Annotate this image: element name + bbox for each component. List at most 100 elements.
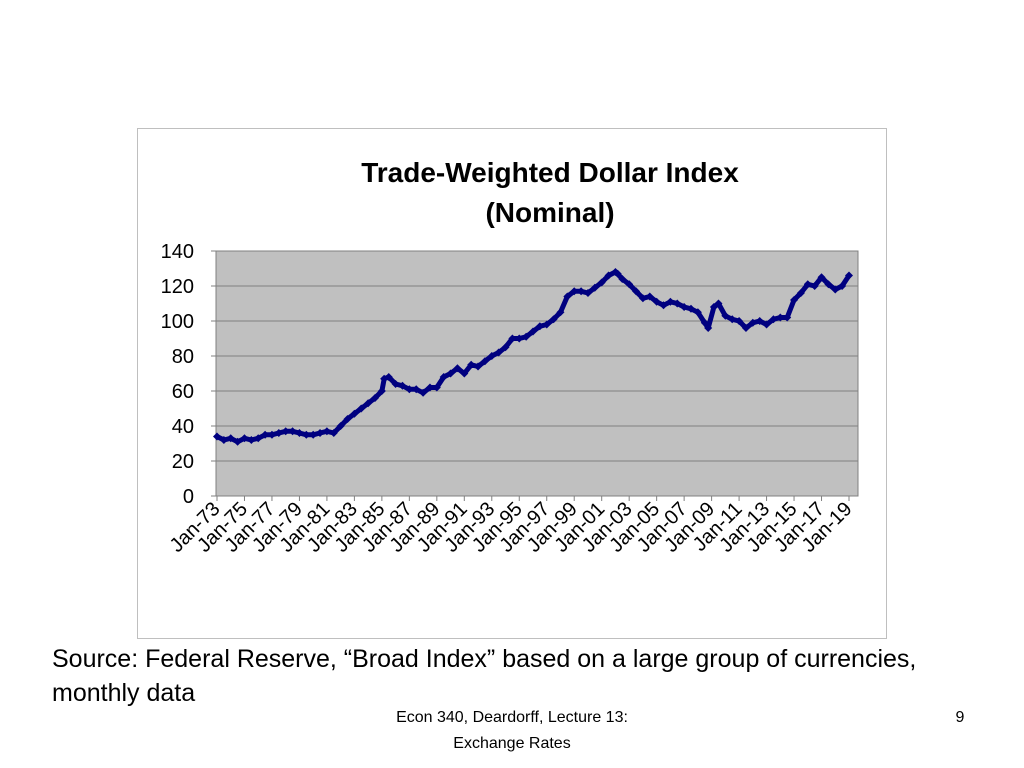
gridlines xyxy=(216,285,858,462)
data-point xyxy=(625,280,634,289)
data-point xyxy=(645,292,654,301)
data-point xyxy=(810,282,819,290)
data-point xyxy=(357,404,366,413)
data-point xyxy=(240,434,249,443)
y-tick-label: 100 xyxy=(161,311,194,333)
y-tick-label: 140 xyxy=(161,241,194,263)
data-point xyxy=(295,429,304,437)
data-point xyxy=(233,437,242,446)
data-point xyxy=(425,383,434,392)
x-axis: Jan-73Jan-75Jan-77Jan-79Jan-81Jan-83Jan-… xyxy=(166,495,858,557)
data-point xyxy=(796,289,805,297)
data-point xyxy=(515,334,524,343)
data-point xyxy=(522,332,531,341)
data-point xyxy=(343,415,352,423)
data-point xyxy=(755,317,764,325)
data-point xyxy=(563,292,572,301)
data-point xyxy=(480,357,489,366)
data-point xyxy=(714,299,723,308)
data-point xyxy=(838,282,847,290)
data-point xyxy=(439,373,448,381)
data-point xyxy=(659,301,668,310)
data-point xyxy=(412,385,421,394)
data-point xyxy=(274,429,283,437)
data-point xyxy=(577,287,586,296)
footer-line-1: Econ 340, Deardorff, Lecture 13: xyxy=(396,709,628,726)
data-point xyxy=(549,315,558,324)
data-point xyxy=(391,380,400,388)
data-point xyxy=(632,287,641,296)
data-point xyxy=(590,283,599,292)
series-layer xyxy=(213,268,853,446)
data-point xyxy=(687,304,695,313)
data-point xyxy=(831,285,840,294)
data-point xyxy=(377,387,386,395)
data-point xyxy=(666,297,675,306)
data-point xyxy=(316,429,325,437)
data-point xyxy=(556,308,565,317)
data-point xyxy=(474,362,483,371)
data-point xyxy=(604,271,613,280)
data-point xyxy=(508,334,517,343)
data-point xyxy=(762,320,771,329)
data-point xyxy=(494,348,503,357)
data-point xyxy=(803,280,812,289)
data-point xyxy=(769,315,778,324)
footer-line-2: Exchange Rates xyxy=(453,735,571,752)
data-point xyxy=(261,430,270,439)
footer-text: Econ 340, Deardorff, Lecture 13: Exchang… xyxy=(362,705,662,757)
data-point xyxy=(709,303,718,311)
data-point xyxy=(618,275,627,283)
data-point xyxy=(529,327,537,336)
data-point xyxy=(364,399,373,408)
data-point xyxy=(748,318,757,327)
data-point xyxy=(219,436,228,444)
data-point xyxy=(288,427,297,436)
data-point xyxy=(501,343,510,352)
data-point xyxy=(467,360,476,369)
data-point xyxy=(693,308,702,317)
data-point xyxy=(322,427,331,436)
data-point xyxy=(673,299,682,308)
data-point xyxy=(432,383,441,392)
data-point xyxy=(728,315,737,324)
data-point xyxy=(419,388,428,397)
data-point xyxy=(446,369,455,378)
y-tick-label: 80 xyxy=(172,346,194,368)
data-point xyxy=(309,430,318,439)
data-point xyxy=(535,322,544,331)
data-point xyxy=(570,287,579,296)
data-point xyxy=(226,434,235,443)
data-point xyxy=(281,427,290,436)
chart-title: Trade-Weighted Dollar Index xyxy=(361,157,739,188)
data-point xyxy=(652,297,661,306)
data-point xyxy=(790,296,799,304)
data-point xyxy=(638,294,647,303)
data-point xyxy=(741,324,750,332)
data-point xyxy=(398,381,407,390)
data-point xyxy=(302,430,311,439)
chart-subtitle: (Nominal) xyxy=(485,197,614,228)
y-tick-label: 120 xyxy=(161,276,194,298)
data-point xyxy=(254,434,263,443)
data-point xyxy=(384,373,393,381)
data-point xyxy=(542,320,551,329)
data-point xyxy=(613,269,622,278)
data-point xyxy=(721,311,730,320)
data-point xyxy=(824,280,833,289)
data-point xyxy=(371,394,379,402)
data-point xyxy=(247,436,256,444)
data-point xyxy=(583,289,592,297)
data-point xyxy=(460,369,469,378)
data-point xyxy=(336,422,345,430)
data-point xyxy=(776,313,785,322)
data-point xyxy=(783,313,792,322)
data-point xyxy=(597,278,606,287)
data-point xyxy=(487,352,496,360)
y-tick-label: 0 xyxy=(183,486,194,508)
plot-area xyxy=(215,250,859,497)
data-point xyxy=(329,429,338,437)
data-point xyxy=(700,318,709,327)
page-number: 9 xyxy=(955,709,965,726)
